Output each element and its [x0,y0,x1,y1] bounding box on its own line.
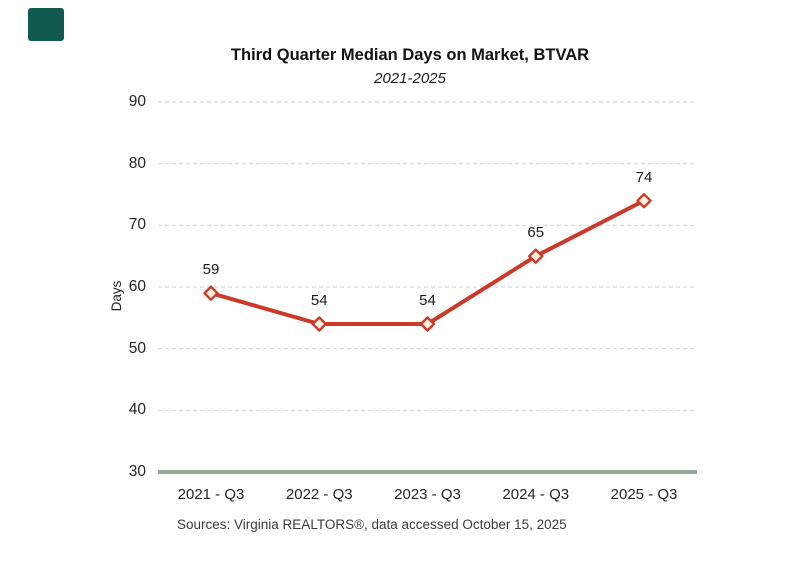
data-point-label: 65 [527,224,545,242]
chart-subtitle: 2021-2025 [374,70,446,87]
source-note: Sources: Virginia REALTORS®, data access… [177,517,567,532]
brand-logo-square [28,8,64,41]
data-point-label: 54 [419,292,436,309]
y-tick-label: 30 [128,463,146,480]
x-axis-label: 2021 - Q3 [177,486,245,503]
data-point-marker [419,316,436,332]
data-point-marker [636,192,652,209]
x-axis-label: 2025 - Q3 [610,486,678,503]
y-tick-label: 80 [128,154,146,172]
y-tick-label: 90 [128,93,146,110]
x-axis-label: 2022 - Q3 [285,486,353,503]
y-tick-label: 40 [128,401,146,419]
x-axis-label: 2024 - Q3 [502,486,570,503]
data-point-marker [311,316,327,332]
chart-title: Third Quarter Median Days on Market, BTV… [230,46,590,64]
data-point-label: 54 [310,292,328,309]
y-tick-label: 50 [128,339,146,357]
y-tick-label: 60 [128,278,146,295]
data-point-marker [203,285,219,301]
data-point-label: 59 [202,261,220,279]
data-point-marker [528,248,544,264]
data-point-label: 74 [635,168,653,186]
x-axis-label: 2023 - Q3 [394,486,461,503]
y-axis-title: Days [109,280,124,312]
y-tick-label: 70 [128,216,146,234]
